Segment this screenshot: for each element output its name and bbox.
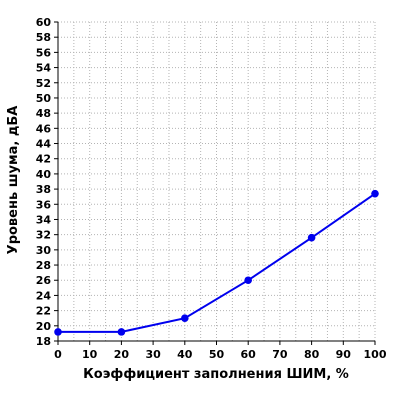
y-tick-label: 44: [36, 138, 52, 151]
y-tick-label: 30: [36, 244, 52, 257]
y-axis-title: Уровень шума, дБА: [6, 106, 21, 255]
data-point: [117, 328, 126, 336]
y-tick-label: 20: [36, 320, 52, 333]
y-tick-label: 48: [36, 107, 51, 120]
x-axis-ticks: 0 10 20 30 40 50 60 70 80 90 100: [54, 341, 387, 361]
x-tick-label: 0: [54, 348, 62, 361]
y-tick-label: 40: [36, 168, 52, 181]
y-tick-label: 58: [36, 31, 51, 44]
y-tick-label: 34: [36, 213, 52, 226]
y-tick-label: 28: [36, 259, 51, 272]
y-tick-label: 38: [36, 183, 51, 196]
data-point: [181, 314, 189, 323]
y-tick-label: 56: [36, 46, 52, 59]
x-tick-label: 20: [114, 348, 130, 361]
y-tick-label: 50: [36, 92, 52, 105]
y-tick-label: 32: [36, 229, 51, 242]
y-axis-ticks: 18 20 22 24 26 28 30 32 34 36 38 40 42 44 46 48 50 52 54 56…: [36, 16, 58, 348]
y-tick-label: 24: [36, 289, 52, 302]
series-line: [58, 192, 376, 333]
y-tick-label: 18: [36, 335, 51, 348]
data-point: [371, 189, 379, 198]
x-tick-label: 80: [304, 348, 320, 361]
data-point: [307, 233, 316, 242]
x-tick-label: 50: [209, 348, 225, 361]
series: [54, 189, 379, 336]
axes: [54, 22, 375, 345]
x-tick-label: 90: [336, 348, 352, 361]
data-point: [54, 328, 62, 336]
x-tick-label: 30: [145, 348, 161, 361]
x-tick-label: 70: [272, 348, 288, 361]
y-tick-label: 36: [36, 198, 52, 211]
y-tick-label: 52: [36, 77, 51, 90]
data-point: [244, 276, 252, 285]
y-tick-label: 42: [36, 153, 51, 166]
y-tick-label: 46: [36, 122, 52, 135]
x-tick-label: 40: [177, 348, 193, 361]
y-tick-label: 60: [36, 16, 52, 29]
y-tick-label: 22: [36, 305, 51, 318]
y-tick-label: 26: [36, 274, 52, 287]
x-tick-label: 60: [241, 348, 257, 361]
y-tick-label: 54: [36, 62, 52, 75]
x-tick-label: 100: [364, 348, 387, 361]
grid: [58, 21, 376, 341]
x-tick-label: 10: [82, 348, 98, 361]
x-axis-title: Коэффициент заполнения ШИМ, %: [83, 367, 349, 382]
